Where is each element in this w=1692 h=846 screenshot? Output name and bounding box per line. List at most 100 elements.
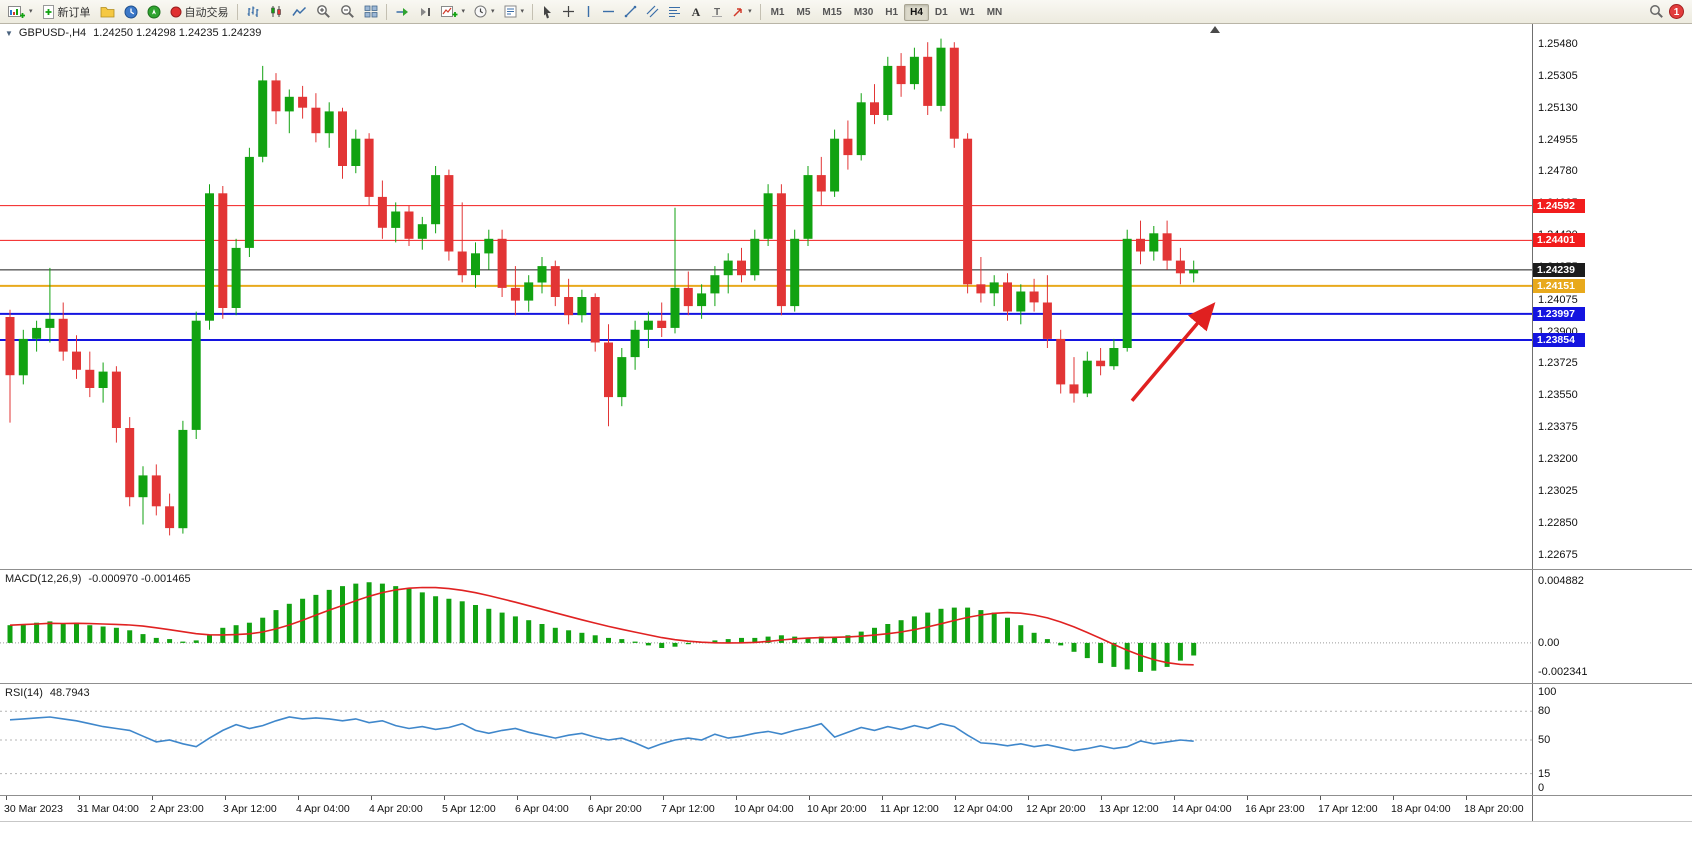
zoom-in-button[interactable]: [312, 2, 335, 22]
new-chart-button[interactable]: ▾: [4, 2, 37, 22]
profiles-button[interactable]: [96, 2, 119, 22]
time-label: 14 Apr 04:00: [1172, 803, 1232, 815]
macd-axis[interactable]: 0.004882 0.00 -0.002341: [1532, 570, 1692, 683]
templates-button[interactable]: ▾: [500, 2, 529, 22]
chart-shift-icon: [420, 7, 430, 16]
time-label: 5 Apr 12:00: [442, 803, 496, 815]
timeframe-M15[interactable]: M15: [816, 4, 847, 21]
crosshair-button[interactable]: [558, 2, 579, 22]
line-chart-button[interactable]: [288, 2, 311, 22]
rsi-axis-label: 50: [1538, 734, 1551, 746]
autotrading-icon: [170, 6, 182, 17]
time-tick: [298, 796, 299, 800]
vertical-line-button[interactable]: [580, 2, 597, 22]
rsi-axis[interactable]: 100 80 50 15 0: [1532, 684, 1692, 795]
rsi-plot[interactable]: [0, 684, 1532, 796]
svg-text:A: A: [692, 5, 701, 18]
main-chart-panel: ▼ GBPUSD-,H4 1.24250 1.24298 1.24235 1.2…: [0, 24, 1692, 570]
time-label: 6 Apr 20:00: [588, 803, 642, 815]
channel-button[interactable]: [642, 2, 663, 22]
horizontal-line-button[interactable]: [598, 2, 619, 22]
toolbar: ▾ 新订单 自动交易: [0, 0, 1692, 24]
time-tick: [444, 796, 445, 800]
timeframe-MN[interactable]: MN: [981, 4, 1009, 21]
search-icon: [1650, 5, 1663, 18]
price-tick-label: 1.25480: [1538, 38, 1578, 51]
price-axis[interactable]: 1.254801.253051.251301.249551.247801.246…: [1532, 24, 1692, 569]
timeframe-H4[interactable]: H4: [904, 4, 929, 21]
arrows-button[interactable]: ▾: [728, 2, 756, 22]
crosshair-icon: [563, 6, 575, 17]
line-chart-icon: [291, 6, 306, 16]
axis-corner-divider: [1532, 796, 1533, 821]
new-order-button[interactable]: 新订单: [38, 2, 95, 22]
notification-badge[interactable]: 1: [1669, 4, 1684, 19]
search-button[interactable]: [1645, 2, 1668, 22]
profiles-icon: [100, 6, 114, 17]
trendline-button[interactable]: [620, 2, 641, 22]
time-tick: [882, 796, 883, 800]
macd-plot[interactable]: [0, 570, 1532, 684]
time-tick: [6, 796, 7, 800]
timeframe-D1[interactable]: D1: [929, 4, 954, 21]
auto-scroll-button[interactable]: [391, 2, 413, 22]
label-button[interactable]: T: [707, 2, 727, 22]
price-tag: 1.24239: [1533, 262, 1585, 277]
rsi-axis-label: 100: [1538, 686, 1557, 698]
time-tick: [225, 796, 226, 800]
macd-axis-label: 0.004882: [1538, 575, 1584, 588]
chart-shift-marker[interactable]: [1210, 26, 1220, 33]
bar-chart-button[interactable]: [242, 2, 264, 22]
chevron-down-icon: ▾: [748, 8, 752, 15]
time-label: 13 Apr 12:00: [1099, 803, 1159, 815]
chart-header: ▼ GBPUSD-,H4 1.24250 1.24298 1.24235 1.2…: [5, 27, 261, 39]
tile-windows-icon: [364, 5, 377, 18]
time-tick: [371, 796, 372, 800]
vertical-line-icon: [587, 6, 590, 17]
periods-button[interactable]: ▾: [470, 2, 499, 22]
time-label: 4 Apr 20:00: [369, 803, 423, 815]
price-tag: 1.24592: [1533, 198, 1585, 213]
timeframe-M30[interactable]: M30: [848, 4, 879, 21]
timeframe-M5[interactable]: M5: [790, 4, 816, 21]
fibonacci-button[interactable]: [664, 2, 685, 22]
macd-panel: MACD(12,26,9) -0.000970 -0.001465 0.0048…: [0, 570, 1692, 684]
macd-axis-label: 0.00: [1538, 636, 1560, 649]
price-tag: 1.23854: [1533, 332, 1585, 347]
timeframe-H1[interactable]: H1: [879, 4, 904, 21]
new-chart-icon: [8, 5, 25, 18]
candle-chart-button[interactable]: [265, 2, 287, 22]
navigator-button[interactable]: [143, 2, 165, 22]
text-button[interactable]: A: [686, 2, 706, 22]
main-chart-plot[interactable]: [0, 24, 1532, 570]
rsi-label: RSI(14): [5, 687, 43, 699]
bottom-spacer: [0, 822, 1692, 846]
indicators-button[interactable]: ▾: [437, 2, 470, 22]
price-tick-label: 1.24075: [1538, 293, 1578, 306]
one-click-trading-icon[interactable]: ▼: [5, 28, 13, 38]
market-watch-button[interactable]: [120, 2, 142, 22]
zoom-in-icon: [316, 5, 330, 18]
timeframe-W1[interactable]: W1: [954, 4, 981, 21]
auto-scroll-icon: [396, 7, 408, 16]
tile-windows-button[interactable]: [360, 2, 382, 22]
time-tick: [152, 796, 153, 800]
time-axis[interactable]: 30 Mar 2023 31 Mar 04:00 2 Apr 23:00 3 Apr …: [0, 796, 1692, 822]
price-tick-label: 1.23200: [1538, 452, 1578, 465]
time-label: 12 Apr 04:00: [953, 803, 1013, 815]
autotrading-button[interactable]: 自动交易: [166, 2, 233, 22]
time-tick: [79, 796, 80, 800]
time-label: 18 Apr 20:00: [1464, 803, 1524, 815]
cursor-button[interactable]: [537, 2, 557, 22]
time-label: 31 Mar 04:00: [77, 803, 139, 815]
chart-shift-button[interactable]: [414, 2, 436, 22]
timeframe-M1[interactable]: M1: [765, 4, 791, 21]
time-label: 11 Apr 12:00: [880, 803, 939, 815]
time-tick: [1466, 796, 1467, 800]
time-label: 16 Apr 23:00: [1245, 803, 1305, 815]
time-tick: [517, 796, 518, 800]
toolbar-separator: [532, 3, 534, 20]
price-tick-label: 1.23550: [1538, 389, 1578, 402]
zoom-out-button[interactable]: [336, 2, 359, 22]
